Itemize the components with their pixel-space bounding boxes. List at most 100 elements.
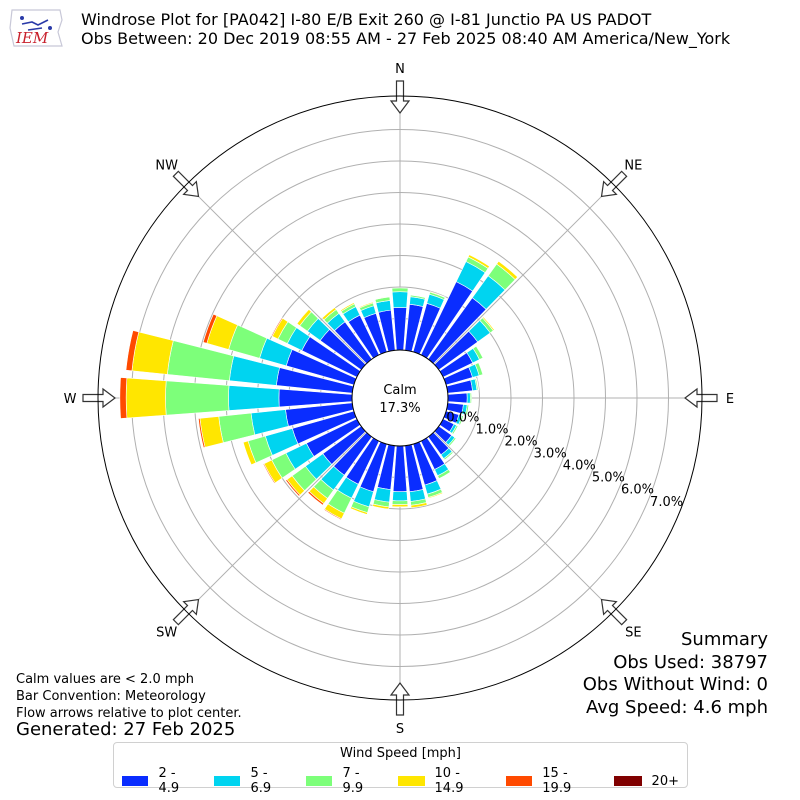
legend-label: 2 - 4.9: [158, 766, 180, 796]
flow-arrows-note: Flow arrows relative to plot center.: [16, 706, 242, 721]
flow-arrows: [82, 80, 718, 716]
calm-label: Calm: [383, 383, 416, 398]
legend: Wind Speed [mph] 2 - 4.9 5 - 6.9 7 - 9.9 10…: [113, 742, 688, 796]
direction-label: W: [64, 392, 77, 407]
grid-spoke: [433, 184, 614, 365]
flow-arrow-icon: [600, 598, 628, 626]
windrose-bar-segment: [475, 378, 480, 391]
legend-label: 7 - 9.9: [342, 766, 364, 796]
direction-labels: N NE E SE S SW W NW: [64, 62, 735, 737]
radial-tick-label: 5.0%: [592, 471, 625, 486]
direction-label: NW: [155, 159, 178, 174]
legend-title: Wind Speed [mph]: [340, 746, 461, 761]
legend-swatch: [505, 776, 533, 786]
windrose-bar-segment: [467, 254, 490, 269]
legend-item: 5 - 6.9: [214, 766, 290, 796]
windrose-bar-segment: [262, 463, 276, 484]
windrose-bar-segment: [409, 294, 426, 300]
flow-arrow-icon: [82, 387, 116, 409]
flow-arrow-icon: [389, 80, 411, 114]
windrose-bar-segment: [391, 291, 409, 309]
summary-obs-used: Obs Used: 38797: [613, 651, 768, 673]
windrose-bar-segment: [165, 380, 230, 416]
legend-item: 2 - 4.9: [122, 766, 198, 796]
radial-tick-label: 7.0%: [650, 495, 683, 510]
chart-subtitle: Obs Between: 20 Dec 2019 08:55 AM - 27 F…: [81, 29, 731, 48]
windrose-bar-segment: [202, 313, 218, 344]
windrose-bar-segment: [447, 392, 468, 404]
windrose-bar-segment: [391, 287, 409, 293]
flow-arrow-icon: [172, 598, 200, 626]
direction-label: SW: [156, 625, 177, 640]
summary-block: Summary Obs Used: 38797 Obs Without Wind…: [583, 629, 768, 719]
windrose-bar-segment: [482, 316, 495, 332]
windrose-bar-segment: [465, 404, 470, 416]
windrose-bar-segment: [392, 491, 408, 502]
grid-spoke: [186, 184, 367, 365]
radial-tick-labels: 0.0%1.0%2.0%3.0%4.0%5.0%6.0%7.0%: [446, 410, 683, 509]
windrose-bar-segment: [410, 502, 428, 509]
chart-title: Windrose Plot for [PA042] I-80 E/B Exit …: [81, 10, 652, 29]
direction-label: S: [396, 722, 404, 737]
direction-label: E: [726, 392, 734, 407]
windrose-bar-segment: [374, 296, 391, 300]
legend-item: 20+: [613, 766, 679, 796]
notes-block: Calm values are < 2.0 mph Bar Convention…: [16, 671, 242, 722]
flow-arrow-icon: [389, 682, 411, 716]
calm-circle: [351, 349, 449, 447]
windrose-bar-segment: [296, 308, 312, 327]
windrose-bar-segment: [391, 503, 409, 508]
legend-swatch: [398, 776, 425, 786]
windrose-bar-segment: [437, 469, 451, 480]
logo-text: IEM: [15, 29, 49, 47]
iem-logo: IEM: [9, 9, 63, 47]
windrose-bar-segment: [218, 412, 256, 444]
windrose-bar-segment: [271, 317, 284, 337]
windrose-bar-segment: [392, 445, 408, 492]
windrose-bar-segment: [307, 490, 325, 506]
windrose-bar-segment: [125, 330, 140, 372]
windrose-bar-segment: [469, 392, 472, 404]
grid-spoke: [433, 431, 614, 612]
windrose-bar-segment: [340, 302, 355, 312]
direction-label: NE: [624, 159, 642, 174]
summary-avg-speed: Avg Speed: 4.6 mph: [586, 696, 768, 718]
legend-swatch: [214, 776, 241, 786]
legend-items: 2 - 4.9 5 - 6.9 7 - 9.9 10 - 14.9 15 - 19.9 2…: [114, 766, 687, 796]
summary-obs-without-wind: Obs Without Wind: 0: [582, 674, 768, 695]
windrose-bar-segment: [496, 260, 518, 281]
outer-ring: [97, 95, 703, 701]
windrose-bar-segment: [391, 500, 409, 505]
windrose-bar-segment: [242, 440, 257, 466]
flow-arrow-icon: [600, 170, 628, 198]
grid-spoke: [186, 431, 367, 612]
windrose-bar-segment: [393, 307, 407, 351]
windrose-bar-segment: [119, 377, 128, 419]
windrose-bar-segment: [451, 424, 459, 435]
windrose-bars: [119, 254, 518, 521]
legend-swatch: [122, 776, 149, 786]
windrose-bar-segment: [198, 417, 206, 449]
legend-swatch: [613, 776, 642, 786]
windrose-bar-segment: [447, 437, 457, 447]
windrose-bar-segment: [474, 362, 484, 376]
legend-label: 5 - 6.9: [250, 766, 272, 796]
legend-item: 7 - 9.9: [306, 766, 382, 796]
legend-label: 15 - 19.9: [542, 766, 572, 796]
calm-value: 17.3%: [379, 401, 420, 416]
windrose-bar-segment: [458, 415, 464, 426]
windrose-bar-segment: [372, 503, 390, 510]
radial-tick-label: 4.0%: [563, 459, 596, 474]
windrose-bar-segment: [349, 506, 368, 515]
windrose-bar-segment: [472, 345, 484, 360]
radial-tick-label: 2.0%: [505, 434, 538, 449]
legend-label: 10 - 14.9: [434, 766, 464, 796]
legend-item: 10 - 14.9: [398, 766, 490, 796]
flow-arrow-icon: [172, 170, 200, 198]
flow-arrow-icon: [684, 387, 718, 409]
windrose-bar-segment: [228, 385, 280, 411]
radial-tick-label: 3.0%: [534, 447, 567, 462]
windrose-bar-segment: [285, 479, 301, 497]
summary-title: Summary: [681, 629, 768, 650]
